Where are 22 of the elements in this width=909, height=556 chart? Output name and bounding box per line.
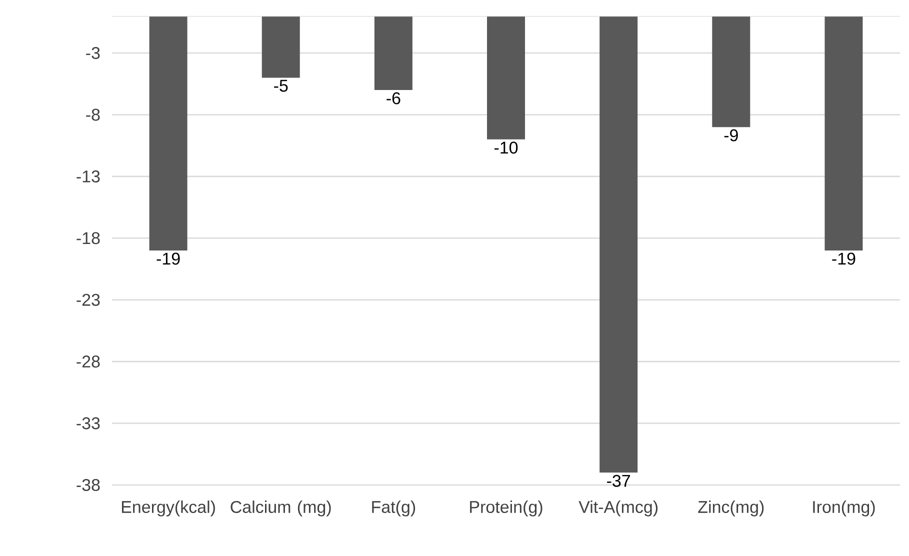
y-tick-label: -38: [76, 478, 100, 492]
x-tick-label: Energy(kcal): [122, 500, 215, 516]
y-tick-label: -28: [76, 356, 100, 368]
y-tick-label: -18: [76, 232, 100, 244]
x-tick-label: Calcium (mg): [230, 500, 331, 516]
data-label: -10: [494, 142, 518, 154]
x-tick-label: Zinc(mg): [698, 500, 764, 516]
y-tick-label: -23: [76, 294, 100, 306]
y-tick-label: -3: [86, 46, 100, 60]
data-label: -37: [607, 474, 630, 487]
data-label: -6: [386, 92, 400, 104]
data-label: -9: [724, 129, 738, 142]
x-tick-label: Fat(g): [372, 500, 416, 516]
y-tick-label: -13: [76, 170, 100, 182]
data-label: -19: [156, 252, 180, 265]
y-tick-label: -33: [76, 417, 100, 430]
x-tick-label: Protein(g): [470, 500, 542, 516]
y-tick-label: -8: [86, 108, 100, 121]
x-tick-label: Iron(mg): [813, 500, 875, 516]
data-label: -19: [832, 252, 856, 265]
x-tick-label: Vit-A(mcg): [578, 500, 658, 516]
data-label: -5: [274, 80, 288, 92]
